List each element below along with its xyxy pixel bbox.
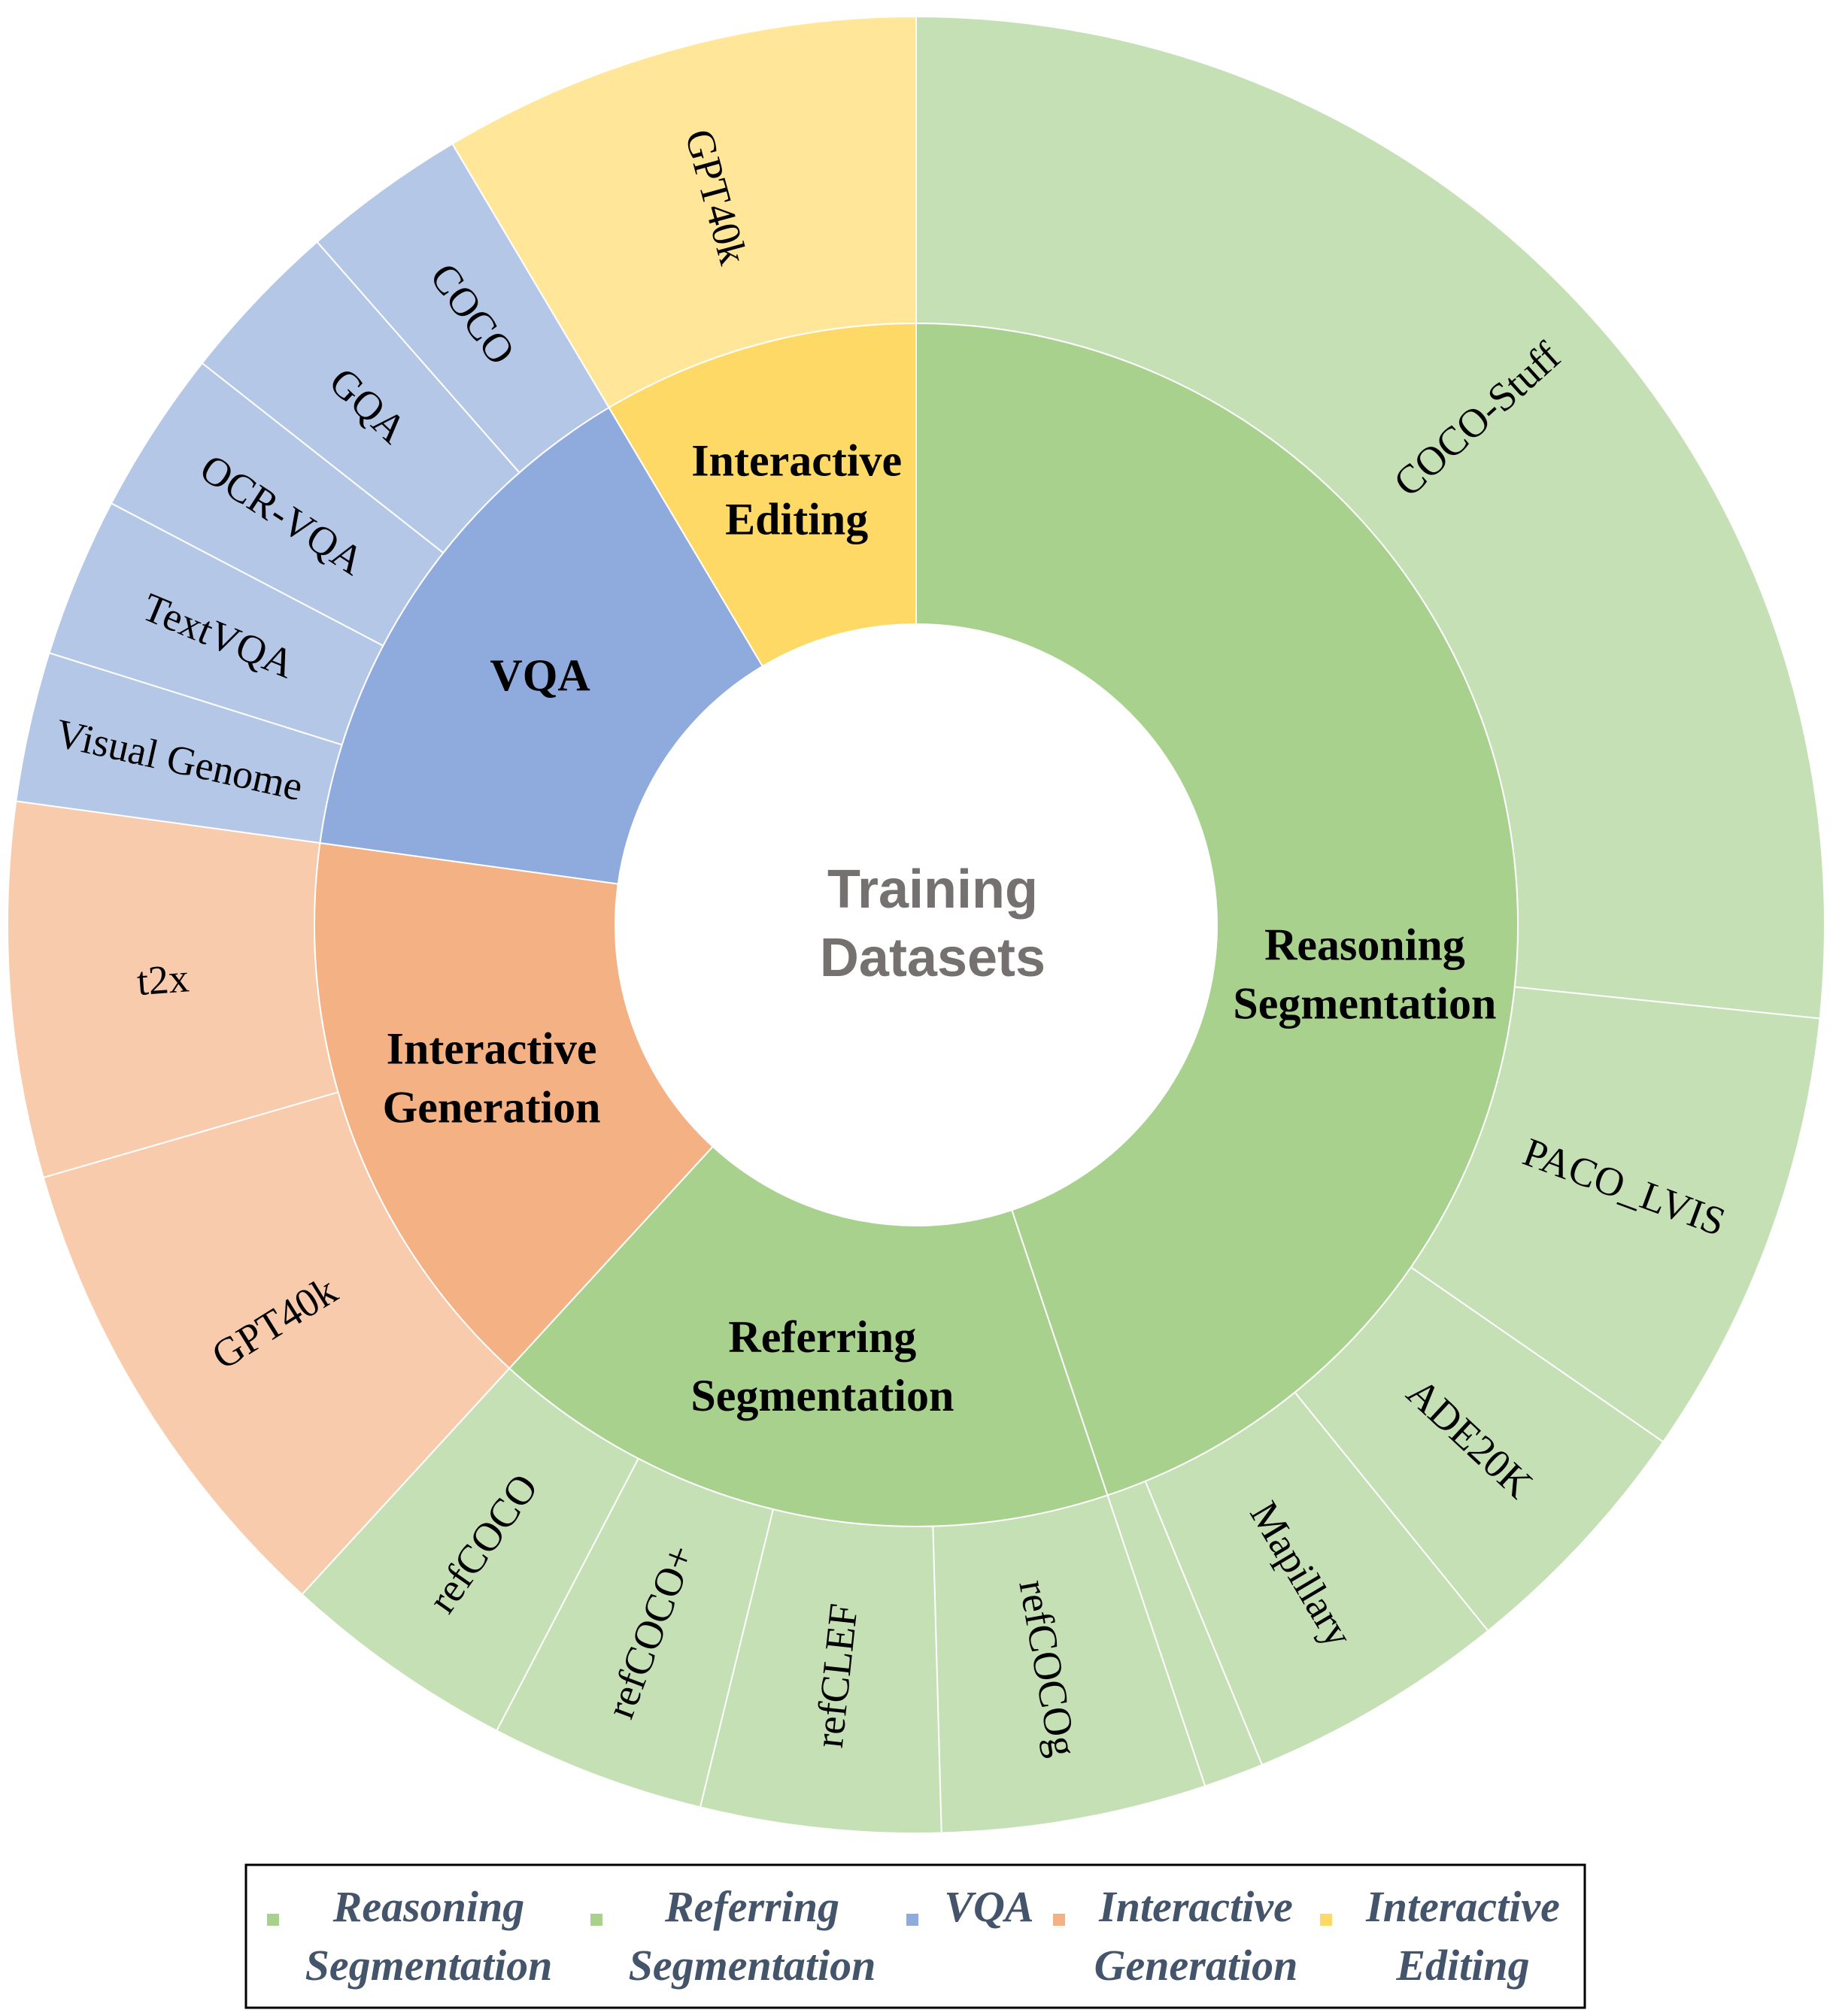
legend-label-3-line-1: Interactive — [1098, 1882, 1293, 1931]
center-label-line-1: Training — [827, 859, 1038, 920]
legend-marker-3 — [1053, 1914, 1065, 1926]
legend-marker-0 — [267, 1914, 279, 1926]
inner-label-referring-segmentation-line-1: Referring — [728, 1312, 916, 1362]
outer-ring — [7, 15, 1825, 1834]
inner-label-interactive-generation-line-1: Interactive — [387, 1023, 597, 1073]
legend-marker-1 — [590, 1914, 602, 1926]
inner-label-interactive-editing-line-1: Interactive — [691, 435, 902, 485]
legend-label-1-line-2: Segmentation — [629, 1941, 876, 1990]
legend-marker-4 — [1320, 1914, 1332, 1926]
outer-label-t2x-2: t2x — [135, 955, 190, 1004]
center-hole — [615, 624, 1217, 1226]
legend-label-4-line-2: Editing — [1395, 1941, 1529, 1990]
legend-label-0-line-1: Reasoning — [332, 1882, 525, 1931]
inner-label-interactive-editing-line-2: Editing — [725, 494, 868, 544]
inner-label-reasoning-segmentation-line-1: Reasoning — [1264, 920, 1465, 969]
legend-marker-2 — [906, 1914, 918, 1926]
inner-label-reasoning-segmentation-line-2: Segmentation — [1233, 978, 1496, 1028]
legend-frame — [244, 1863, 1586, 2009]
legend-label-0-line-2: Segmentation — [305, 1941, 553, 1990]
inner-ring-labels: Reasoning Segmentation Referring Segmentati… — [383, 435, 1497, 1420]
legend-label-4-line-1: Interactive — [1365, 1882, 1560, 1931]
legend-label-2-line-1: VQA — [944, 1882, 1033, 1931]
inner-ring — [314, 322, 1519, 1527]
inner-label-interactive-generation-line-2: Generation — [383, 1082, 601, 1132]
legend: Reasoning Segmentation Referring Segmentati… — [244, 1863, 1586, 2009]
legend-label-3-line-2: Generation — [1094, 1941, 1298, 1990]
inner-label-vqa-line-1: VQA — [490, 650, 590, 700]
inner-label-referring-segmentation-line-2: Segmentation — [690, 1371, 954, 1420]
center-label-line-2: Datasets — [820, 928, 1045, 988]
legend-label-1-line-1: Referring — [664, 1882, 839, 1931]
